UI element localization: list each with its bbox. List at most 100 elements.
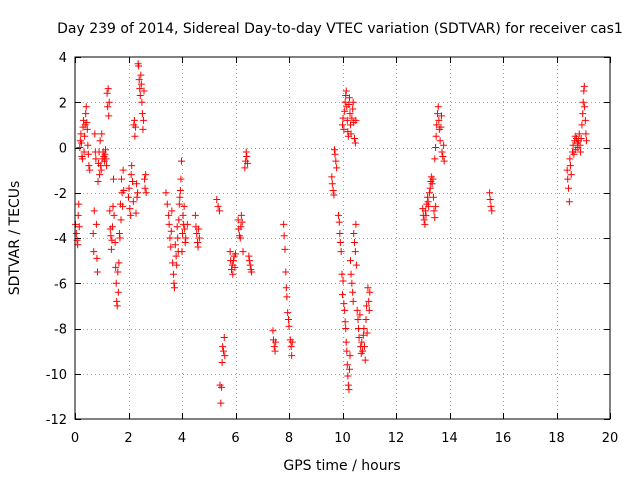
data-point bbox=[360, 325, 368, 332]
data-point bbox=[344, 372, 352, 380]
data-point bbox=[101, 146, 109, 154]
data-point bbox=[138, 98, 146, 106]
data-point bbox=[353, 306, 361, 314]
ticks: 0 2 4 6 8 10 12 14 16 18 20 -12 -10 -8 -6 -4 -2 0 2 4 bbox=[46, 51, 619, 446]
data-point bbox=[75, 200, 83, 208]
data-point bbox=[345, 365, 353, 373]
data-point bbox=[350, 229, 358, 237]
data-point bbox=[346, 352, 354, 360]
data-point bbox=[363, 329, 371, 337]
data-point bbox=[97, 166, 105, 174]
data-point bbox=[236, 234, 244, 242]
data-point bbox=[487, 202, 495, 210]
data-point bbox=[77, 139, 85, 147]
data-point bbox=[283, 293, 291, 301]
data-point bbox=[221, 352, 229, 360]
data-point bbox=[232, 250, 239, 258]
data-point bbox=[90, 207, 98, 215]
data-point bbox=[335, 218, 343, 226]
data-point bbox=[430, 207, 438, 215]
data-point bbox=[103, 89, 111, 97]
data-point bbox=[129, 198, 137, 206]
data-point bbox=[284, 315, 292, 323]
data-point bbox=[193, 229, 201, 237]
data-point bbox=[288, 338, 296, 346]
data-point bbox=[332, 157, 340, 165]
data-point bbox=[246, 261, 254, 269]
data-point bbox=[361, 356, 369, 364]
data-point bbox=[166, 234, 174, 242]
plot-frame bbox=[74, 56, 611, 420]
data-point bbox=[567, 171, 575, 179]
data-point bbox=[285, 322, 293, 330]
data-point bbox=[105, 98, 113, 106]
data-point bbox=[103, 162, 111, 170]
data-point bbox=[116, 234, 124, 242]
data-point bbox=[83, 125, 91, 133]
data-point bbox=[181, 239, 189, 247]
data-point bbox=[137, 80, 145, 88]
data-point bbox=[429, 175, 437, 183]
data-point bbox=[422, 211, 430, 219]
data-point bbox=[107, 245, 115, 253]
data-point bbox=[181, 225, 189, 233]
data-point bbox=[183, 220, 191, 228]
data-point bbox=[134, 189, 142, 197]
data-point bbox=[569, 141, 577, 149]
data-point bbox=[248, 268, 256, 276]
data-point bbox=[72, 220, 80, 228]
data-point bbox=[176, 186, 184, 194]
data-point bbox=[339, 291, 346, 299]
data-point bbox=[580, 87, 588, 95]
data-point bbox=[244, 159, 252, 167]
data-point bbox=[142, 189, 150, 197]
data-point bbox=[165, 211, 173, 219]
data-point bbox=[129, 177, 137, 185]
data-point bbox=[179, 229, 187, 237]
data-point bbox=[231, 263, 239, 271]
data-point bbox=[93, 254, 101, 262]
data-point bbox=[109, 202, 117, 210]
data-point bbox=[173, 261, 181, 269]
data-point bbox=[219, 343, 227, 351]
data-point bbox=[106, 207, 114, 215]
data-point bbox=[339, 277, 347, 285]
data-point bbox=[328, 173, 336, 181]
y-tick-label: 2 bbox=[59, 96, 67, 111]
data-point bbox=[107, 232, 115, 240]
data-point bbox=[72, 229, 80, 237]
data-point bbox=[104, 103, 112, 111]
data-point bbox=[345, 101, 353, 109]
data-point bbox=[136, 91, 144, 99]
data-point bbox=[336, 229, 344, 237]
data-point bbox=[280, 220, 288, 228]
data-point bbox=[215, 207, 223, 215]
data-point bbox=[431, 155, 439, 163]
data-point bbox=[238, 218, 246, 226]
data-point bbox=[271, 347, 279, 355]
x-tick-label: 18 bbox=[548, 431, 565, 446]
data-point bbox=[333, 164, 341, 172]
data-point bbox=[338, 270, 346, 278]
data-point bbox=[83, 119, 91, 127]
data-point bbox=[141, 184, 149, 192]
data-point bbox=[98, 130, 106, 138]
data-point bbox=[342, 338, 350, 346]
data-point bbox=[432, 144, 440, 151]
data-point bbox=[84, 141, 92, 149]
data-point bbox=[213, 196, 221, 204]
data-point bbox=[127, 211, 135, 219]
data-point bbox=[486, 189, 494, 197]
data-point bbox=[287, 343, 295, 351]
data-point bbox=[245, 252, 253, 260]
data-point bbox=[420, 216, 428, 224]
data-point bbox=[137, 71, 145, 79]
data-point bbox=[245, 257, 253, 265]
data-point bbox=[328, 180, 336, 188]
data-point bbox=[578, 121, 586, 129]
x-tick-label: 2 bbox=[124, 431, 132, 446]
data-point bbox=[112, 279, 120, 287]
data-point bbox=[174, 234, 182, 242]
data-point bbox=[173, 223, 181, 231]
data-point bbox=[329, 186, 337, 194]
